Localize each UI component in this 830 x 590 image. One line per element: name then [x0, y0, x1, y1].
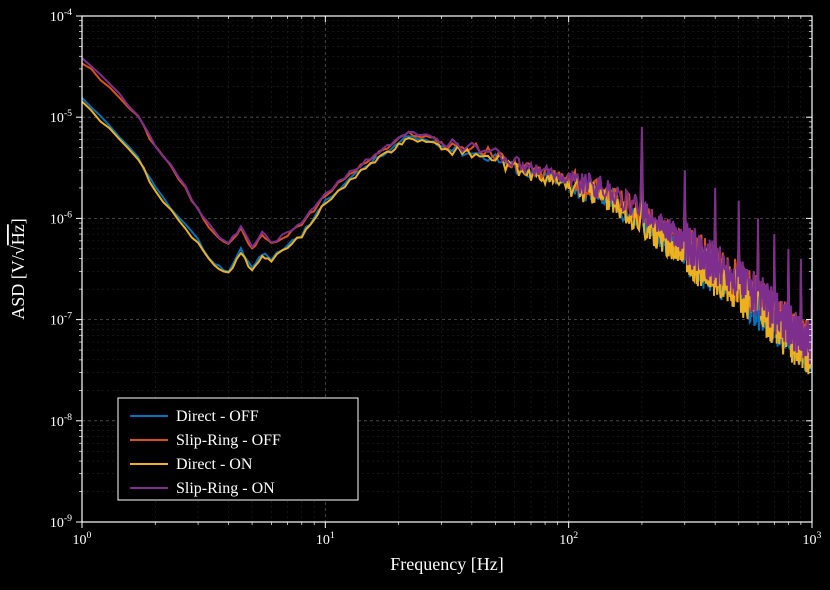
legend-label: Direct - ON: [176, 456, 253, 473]
y-axis-label-group: ASD [V/√Hz]: [8, 218, 28, 319]
legend-label: Direct - OFF: [176, 408, 259, 425]
y-axis-label: ASD [V/√Hz]: [8, 218, 28, 319]
x-axis-label: Frequency [Hz]: [390, 554, 503, 574]
chart-container: 10010110210310-910-810-710-610-510-4Freq…: [0, 0, 830, 590]
line-chart: 10010110210310-910-810-710-610-510-4Freq…: [0, 0, 830, 590]
legend-label: Slip-Ring - OFF: [176, 432, 281, 449]
legend: Direct - OFF Slip-Ring - OFF Direct - ON Sl…: [118, 398, 358, 500]
legend-label: Slip-Ring - ON: [176, 480, 275, 497]
